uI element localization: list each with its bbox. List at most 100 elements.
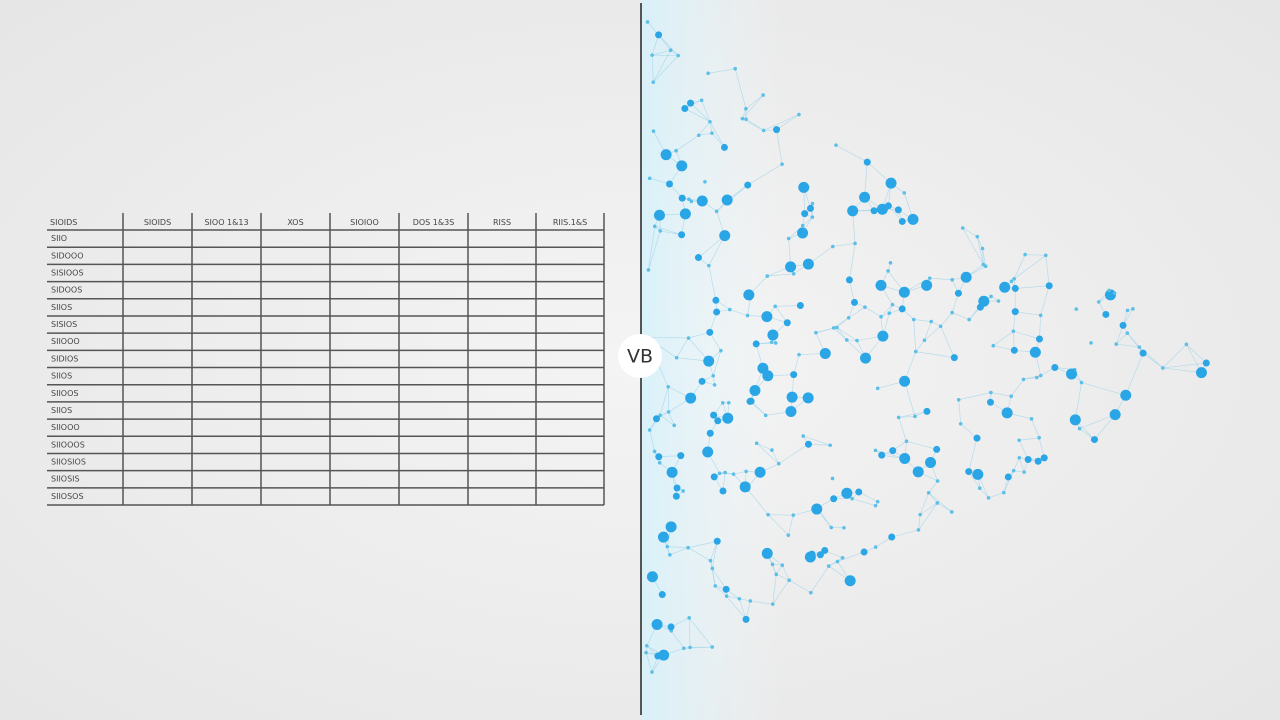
edge xyxy=(918,502,938,531)
row-label: SIDIOS xyxy=(51,354,78,363)
node xyxy=(1114,342,1119,346)
edge xyxy=(675,134,699,151)
node xyxy=(1023,252,1027,257)
edge xyxy=(750,600,773,605)
edge xyxy=(687,547,711,561)
node xyxy=(1001,407,1013,419)
node xyxy=(1077,426,1082,431)
edge xyxy=(670,630,685,649)
node xyxy=(887,311,892,315)
node xyxy=(899,452,911,464)
edge xyxy=(924,321,932,341)
node xyxy=(714,209,719,214)
edge xyxy=(649,429,655,452)
node xyxy=(811,503,823,515)
edge xyxy=(708,235,726,266)
node xyxy=(873,503,878,508)
node xyxy=(658,649,670,661)
edge xyxy=(772,574,777,605)
row-label: SIIOS xyxy=(51,372,72,381)
node xyxy=(743,289,755,301)
node xyxy=(776,461,781,466)
node xyxy=(754,466,766,478)
node xyxy=(935,501,940,505)
edge xyxy=(776,114,800,130)
node xyxy=(744,117,748,122)
node xyxy=(668,553,672,557)
edge xyxy=(1010,379,1024,397)
edge xyxy=(1013,330,1040,340)
node xyxy=(722,585,730,593)
edge xyxy=(958,399,962,424)
row-label: SIIOOOS xyxy=(51,440,85,449)
node xyxy=(676,53,680,58)
node xyxy=(835,559,840,564)
edge xyxy=(712,541,718,569)
node xyxy=(726,400,731,405)
edge xyxy=(913,319,932,322)
node xyxy=(842,525,846,530)
node xyxy=(1119,321,1127,329)
edge xyxy=(668,411,675,426)
edge xyxy=(709,121,713,134)
node xyxy=(1038,313,1043,318)
node xyxy=(702,446,714,458)
edge xyxy=(929,277,953,281)
edge xyxy=(832,243,856,247)
node xyxy=(1125,331,1130,335)
node xyxy=(800,223,805,228)
node xyxy=(1011,468,1016,473)
edge xyxy=(803,435,831,446)
node xyxy=(754,441,759,446)
node xyxy=(720,143,728,151)
node xyxy=(1045,282,1053,290)
node xyxy=(1131,307,1135,311)
node xyxy=(766,512,770,517)
edge xyxy=(688,617,691,648)
edge xyxy=(767,273,794,277)
edge xyxy=(667,546,689,549)
edge xyxy=(982,248,987,267)
node xyxy=(885,177,897,189)
node xyxy=(960,226,965,230)
node xyxy=(888,261,893,265)
edge xyxy=(1116,332,1128,345)
node xyxy=(742,615,750,623)
node xyxy=(746,397,754,405)
edge xyxy=(864,306,882,317)
node xyxy=(860,548,868,556)
node xyxy=(804,440,812,448)
node xyxy=(938,324,943,329)
node xyxy=(797,352,801,357)
edge xyxy=(1186,344,1207,364)
edge xyxy=(734,68,747,109)
edge xyxy=(1162,362,1207,369)
edge xyxy=(1019,437,1040,441)
edge xyxy=(880,304,893,317)
edge xyxy=(669,547,689,556)
node xyxy=(1079,380,1084,385)
node xyxy=(723,470,727,475)
node xyxy=(826,564,831,568)
node xyxy=(790,371,798,379)
node xyxy=(1022,470,1026,474)
node xyxy=(860,352,872,364)
node xyxy=(665,544,670,549)
node xyxy=(1112,291,1117,295)
node xyxy=(972,468,984,480)
badge-circle xyxy=(618,334,662,378)
node xyxy=(830,244,835,249)
edge xyxy=(714,585,727,597)
node xyxy=(1195,367,1207,379)
edge xyxy=(701,100,711,122)
edge xyxy=(858,491,878,503)
node xyxy=(925,456,937,468)
edge xyxy=(688,617,713,648)
node xyxy=(674,148,678,153)
edge xyxy=(739,598,751,602)
node xyxy=(989,390,993,395)
node xyxy=(710,131,714,135)
edge xyxy=(733,471,747,475)
